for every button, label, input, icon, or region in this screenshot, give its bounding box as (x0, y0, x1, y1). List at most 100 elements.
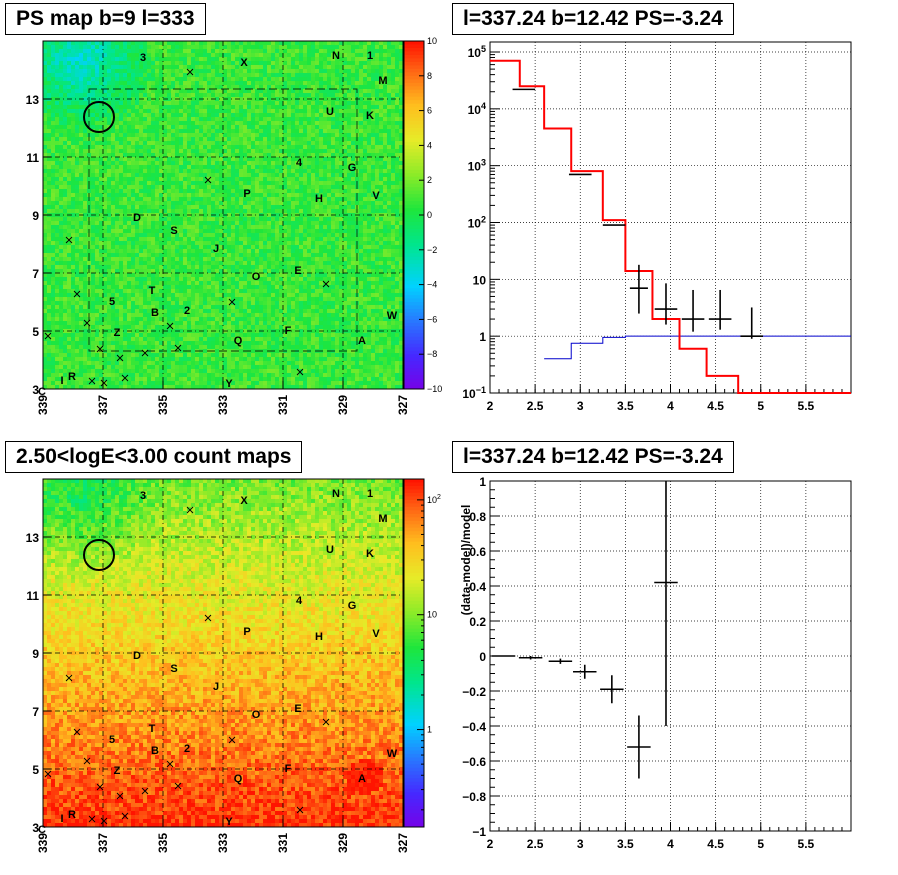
source-cross (228, 736, 236, 744)
heatmap-cells (43, 479, 404, 828)
source-cross (96, 783, 104, 791)
map-x-tick-label: 335 (156, 833, 170, 853)
source-label: W (387, 748, 398, 760)
map-y-tick-label: 5 (32, 325, 39, 339)
source-label: F (285, 325, 292, 337)
colorbar (404, 41, 424, 390)
source-cross (174, 344, 182, 352)
x-tick-label: 3 (577, 399, 584, 413)
y-tick-label: 103 (468, 158, 486, 174)
map-x-tick-label: 331 (276, 395, 290, 415)
source-cross (121, 374, 129, 382)
x-tick-label: 2.5 (527, 837, 544, 851)
x-tick-label: 2 (487, 399, 494, 413)
source-label: D (133, 650, 141, 662)
y-tick-label: 0 (479, 650, 486, 664)
y-tick-label: −0.6 (462, 755, 486, 769)
source-cross (100, 379, 108, 387)
source-cross (186, 68, 194, 76)
source-label: G (348, 600, 357, 612)
map-y-tick-label: 13 (26, 93, 40, 107)
source-cross (121, 812, 129, 820)
source-label: J (213, 681, 219, 693)
source-label: N (332, 50, 340, 62)
residual-panel: 2 2.5 3 3.5 4 4.5 5 5.5 −1 −0.8 −0.6 −0.4 −0.2 0 0.2 0.… (459, 475, 852, 851)
source-cross (228, 298, 236, 306)
target-circle (83, 539, 115, 571)
y-tick-label: 1 (479, 475, 486, 489)
source-cross (204, 614, 212, 622)
ps-map-panel: 339 337 335 333 331 329 327 3 5 7 9 11 13 3 X N 1 M U K 4 G P H… (26, 36, 443, 415)
source-cross (174, 782, 182, 790)
source-label: K (366, 548, 374, 560)
source-label: X (240, 495, 248, 507)
source-label: O (252, 271, 261, 283)
map-y-tick-label: 7 (32, 705, 39, 719)
spectrum-title: l=337.24 b=12.42 PS=-3.24 (452, 3, 734, 35)
colorbar-tick-label: 1 (427, 725, 432, 735)
y-tick-label: 105 (468, 44, 486, 60)
source-label: B (151, 307, 159, 319)
source-label: 5 (109, 734, 115, 746)
source-label: 2 (184, 743, 190, 755)
colorbar-tick-label: −10 (427, 384, 442, 394)
colorbar-frame (403, 478, 425, 828)
source-cross (83, 319, 91, 327)
source-label: W (387, 310, 398, 322)
total-model-line (490, 59, 851, 394)
y-tick-label: −0.2 (462, 685, 486, 699)
source-cross (88, 377, 96, 385)
colorbar-tick-label: 8 (427, 71, 432, 81)
y-tick-label: −1 (472, 825, 486, 839)
y-tick-label: 0.2 (469, 615, 486, 629)
source-cross (96, 345, 104, 353)
map-x-tick-label: 327 (396, 395, 410, 415)
source-label: C (38, 824, 46, 836)
source-cross (166, 760, 174, 768)
target-circle (83, 101, 115, 133)
source-label: V (372, 190, 380, 202)
source-label: I (60, 375, 63, 387)
source-label: R (68, 371, 76, 383)
source-cross (65, 236, 73, 244)
source-label: 1 (367, 50, 373, 62)
map-x-tick-label: 329 (336, 395, 350, 415)
source-cross (83, 757, 91, 765)
map-y-tick-label: 7 (32, 267, 39, 281)
map-y-tick-label: 9 (32, 209, 39, 223)
colorbar-tick-label: 0 (427, 210, 432, 220)
source-label: 4 (296, 595, 303, 607)
source-cross (73, 290, 81, 298)
source-label: M (378, 75, 387, 87)
source-cross (44, 332, 52, 340)
x-tick-label: 2.5 (527, 399, 544, 413)
source-label: D (133, 212, 141, 224)
source-cross (73, 728, 81, 736)
x-tick-label: 4.5 (707, 837, 724, 851)
source-label: A (358, 773, 366, 785)
source-cross (296, 806, 304, 814)
map-y-tick-label: 3 (32, 821, 39, 835)
colorbar-tick-label: −2 (427, 245, 437, 255)
x-tick-label: 4.5 (707, 399, 724, 413)
x-tick-label: 5 (757, 399, 764, 413)
source-label: 3 (140, 52, 146, 64)
ps-map-title: PS map b=9 l=333 (5, 3, 206, 35)
y-axis-label: (data-model)/model (459, 505, 473, 616)
source-label: S (170, 225, 177, 237)
map-y-tick-label: 3 (32, 383, 39, 397)
x-tick-label: 5.5 (798, 837, 815, 851)
colorbar (404, 479, 424, 828)
y-tick-label: 1 (479, 330, 486, 344)
spectrum-panel: 2 2.5 3 3.5 4 4.5 5 5.5 10−1 1 10 102 103 104 105 (462, 41, 852, 413)
colorbar-tick-label: 10 (427, 610, 437, 620)
count-map-panel: 339 337 335 333 331 329 327 3 5 7 9 11 13 3 X N 1 M U K 4 G P H… (26, 478, 441, 853)
map-x-tick-label: 333 (216, 395, 230, 415)
heatmap-cells (43, 41, 404, 390)
residual-title: l=337.24 b=12.42 PS=-3.24 (452, 441, 734, 473)
map-y-tick-label: 11 (26, 151, 39, 165)
colorbar-tick-label: 4 (427, 140, 432, 150)
map-x-tick-label: 337 (96, 833, 110, 853)
y-tick-label: 10 (473, 273, 487, 287)
